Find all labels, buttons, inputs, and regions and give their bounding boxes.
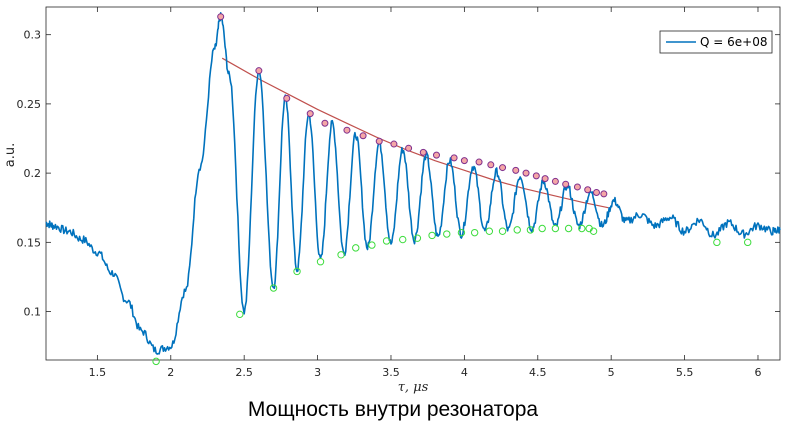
maximum-marker xyxy=(541,175,549,183)
y-tick-label: 0.15 xyxy=(17,236,42,249)
maximum-marker xyxy=(584,186,592,194)
maximum-marker xyxy=(512,166,520,174)
figure-caption: Мощность внутри резонатора xyxy=(247,398,539,421)
legend-box xyxy=(659,30,773,54)
minimum-marker xyxy=(498,227,507,235)
x-tick-label: 5.5 xyxy=(676,366,694,379)
x-tick-label: 3.5 xyxy=(382,366,400,379)
maximum-marker xyxy=(306,110,314,118)
maximum-marker xyxy=(321,119,329,127)
maximum-marker xyxy=(600,190,608,198)
maximum-marker xyxy=(343,126,351,134)
plot-area xyxy=(45,6,781,361)
maximum-marker xyxy=(432,151,440,159)
y-axis-label: a.u. xyxy=(3,143,18,167)
maximum-marker xyxy=(255,67,263,75)
minimum-marker xyxy=(337,251,345,259)
minimum-marker xyxy=(551,224,560,233)
minimum-marker xyxy=(538,224,546,233)
maximum-marker xyxy=(562,180,570,188)
maximum-marker xyxy=(450,154,458,162)
minimum-marker xyxy=(564,224,573,233)
minimum-marker xyxy=(578,224,586,233)
minimum-marker xyxy=(744,238,752,247)
x-tick-label: 3 xyxy=(314,366,321,379)
minimum-marker xyxy=(269,284,278,292)
maximum-marker xyxy=(217,13,225,21)
maximum-marker xyxy=(390,140,398,148)
legend-entry: Q = 6e+08 xyxy=(700,35,767,49)
maximum-marker xyxy=(532,172,540,180)
minimum-marker xyxy=(589,227,598,235)
minimum-marker xyxy=(382,237,391,245)
minimum-marker xyxy=(316,258,325,266)
chart: 1.5 2 2.5 3 3.5 4 4.5 5 5.5 6 0.1 0.15 0.2 0.25 0.3 Q … xyxy=(3,6,781,395)
minimum-marker xyxy=(457,228,466,237)
minimum-marker xyxy=(293,267,301,276)
y-tick-label: 0.25 xyxy=(17,98,42,111)
maximum-marker xyxy=(522,169,530,177)
maximum-marker xyxy=(487,161,495,169)
minimum-marker xyxy=(485,227,494,235)
maximum-marker xyxy=(475,158,483,166)
minimum-marker xyxy=(368,241,376,249)
minimum-marker xyxy=(428,231,436,240)
y-tick-label: 0.3 xyxy=(24,29,42,42)
minimum-marker xyxy=(443,230,451,238)
minimum-marker xyxy=(413,234,422,242)
maximum-marker xyxy=(551,177,559,185)
minimum-marker xyxy=(236,310,244,319)
maximum-marker xyxy=(375,137,383,145)
minimum-marker xyxy=(152,357,160,366)
x-tick-label: 4.5 xyxy=(529,366,547,379)
minimum-marker xyxy=(352,244,360,252)
minimum-marker xyxy=(713,238,721,247)
x-tick-label: 4 xyxy=(461,366,468,379)
y-tick-label: 0.1 xyxy=(24,306,42,319)
x-tick-label: 2.5 xyxy=(235,366,253,379)
y-tick-label: 0.2 xyxy=(24,167,42,180)
x-tick-label: 6 xyxy=(754,366,761,379)
x-tick-label: 1.5 xyxy=(89,366,107,379)
minimum-marker xyxy=(526,226,535,234)
x-axis-label: τ, μs xyxy=(398,380,429,395)
maximum-marker xyxy=(499,164,507,172)
minimum-marker xyxy=(513,226,521,234)
minimum-marker xyxy=(470,228,479,237)
maximum-marker xyxy=(405,144,413,152)
maximum-marker xyxy=(283,94,291,102)
x-tick-label: 2 xyxy=(167,366,174,379)
x-tick-label: 5 xyxy=(608,366,615,379)
maximum-marker xyxy=(460,157,468,165)
minimum-marker xyxy=(399,235,407,244)
maximum-marker xyxy=(419,148,427,156)
maximum-marker xyxy=(593,188,600,196)
signal-line xyxy=(45,12,781,355)
maximum-marker xyxy=(573,183,581,191)
maximum-marker xyxy=(359,132,367,140)
